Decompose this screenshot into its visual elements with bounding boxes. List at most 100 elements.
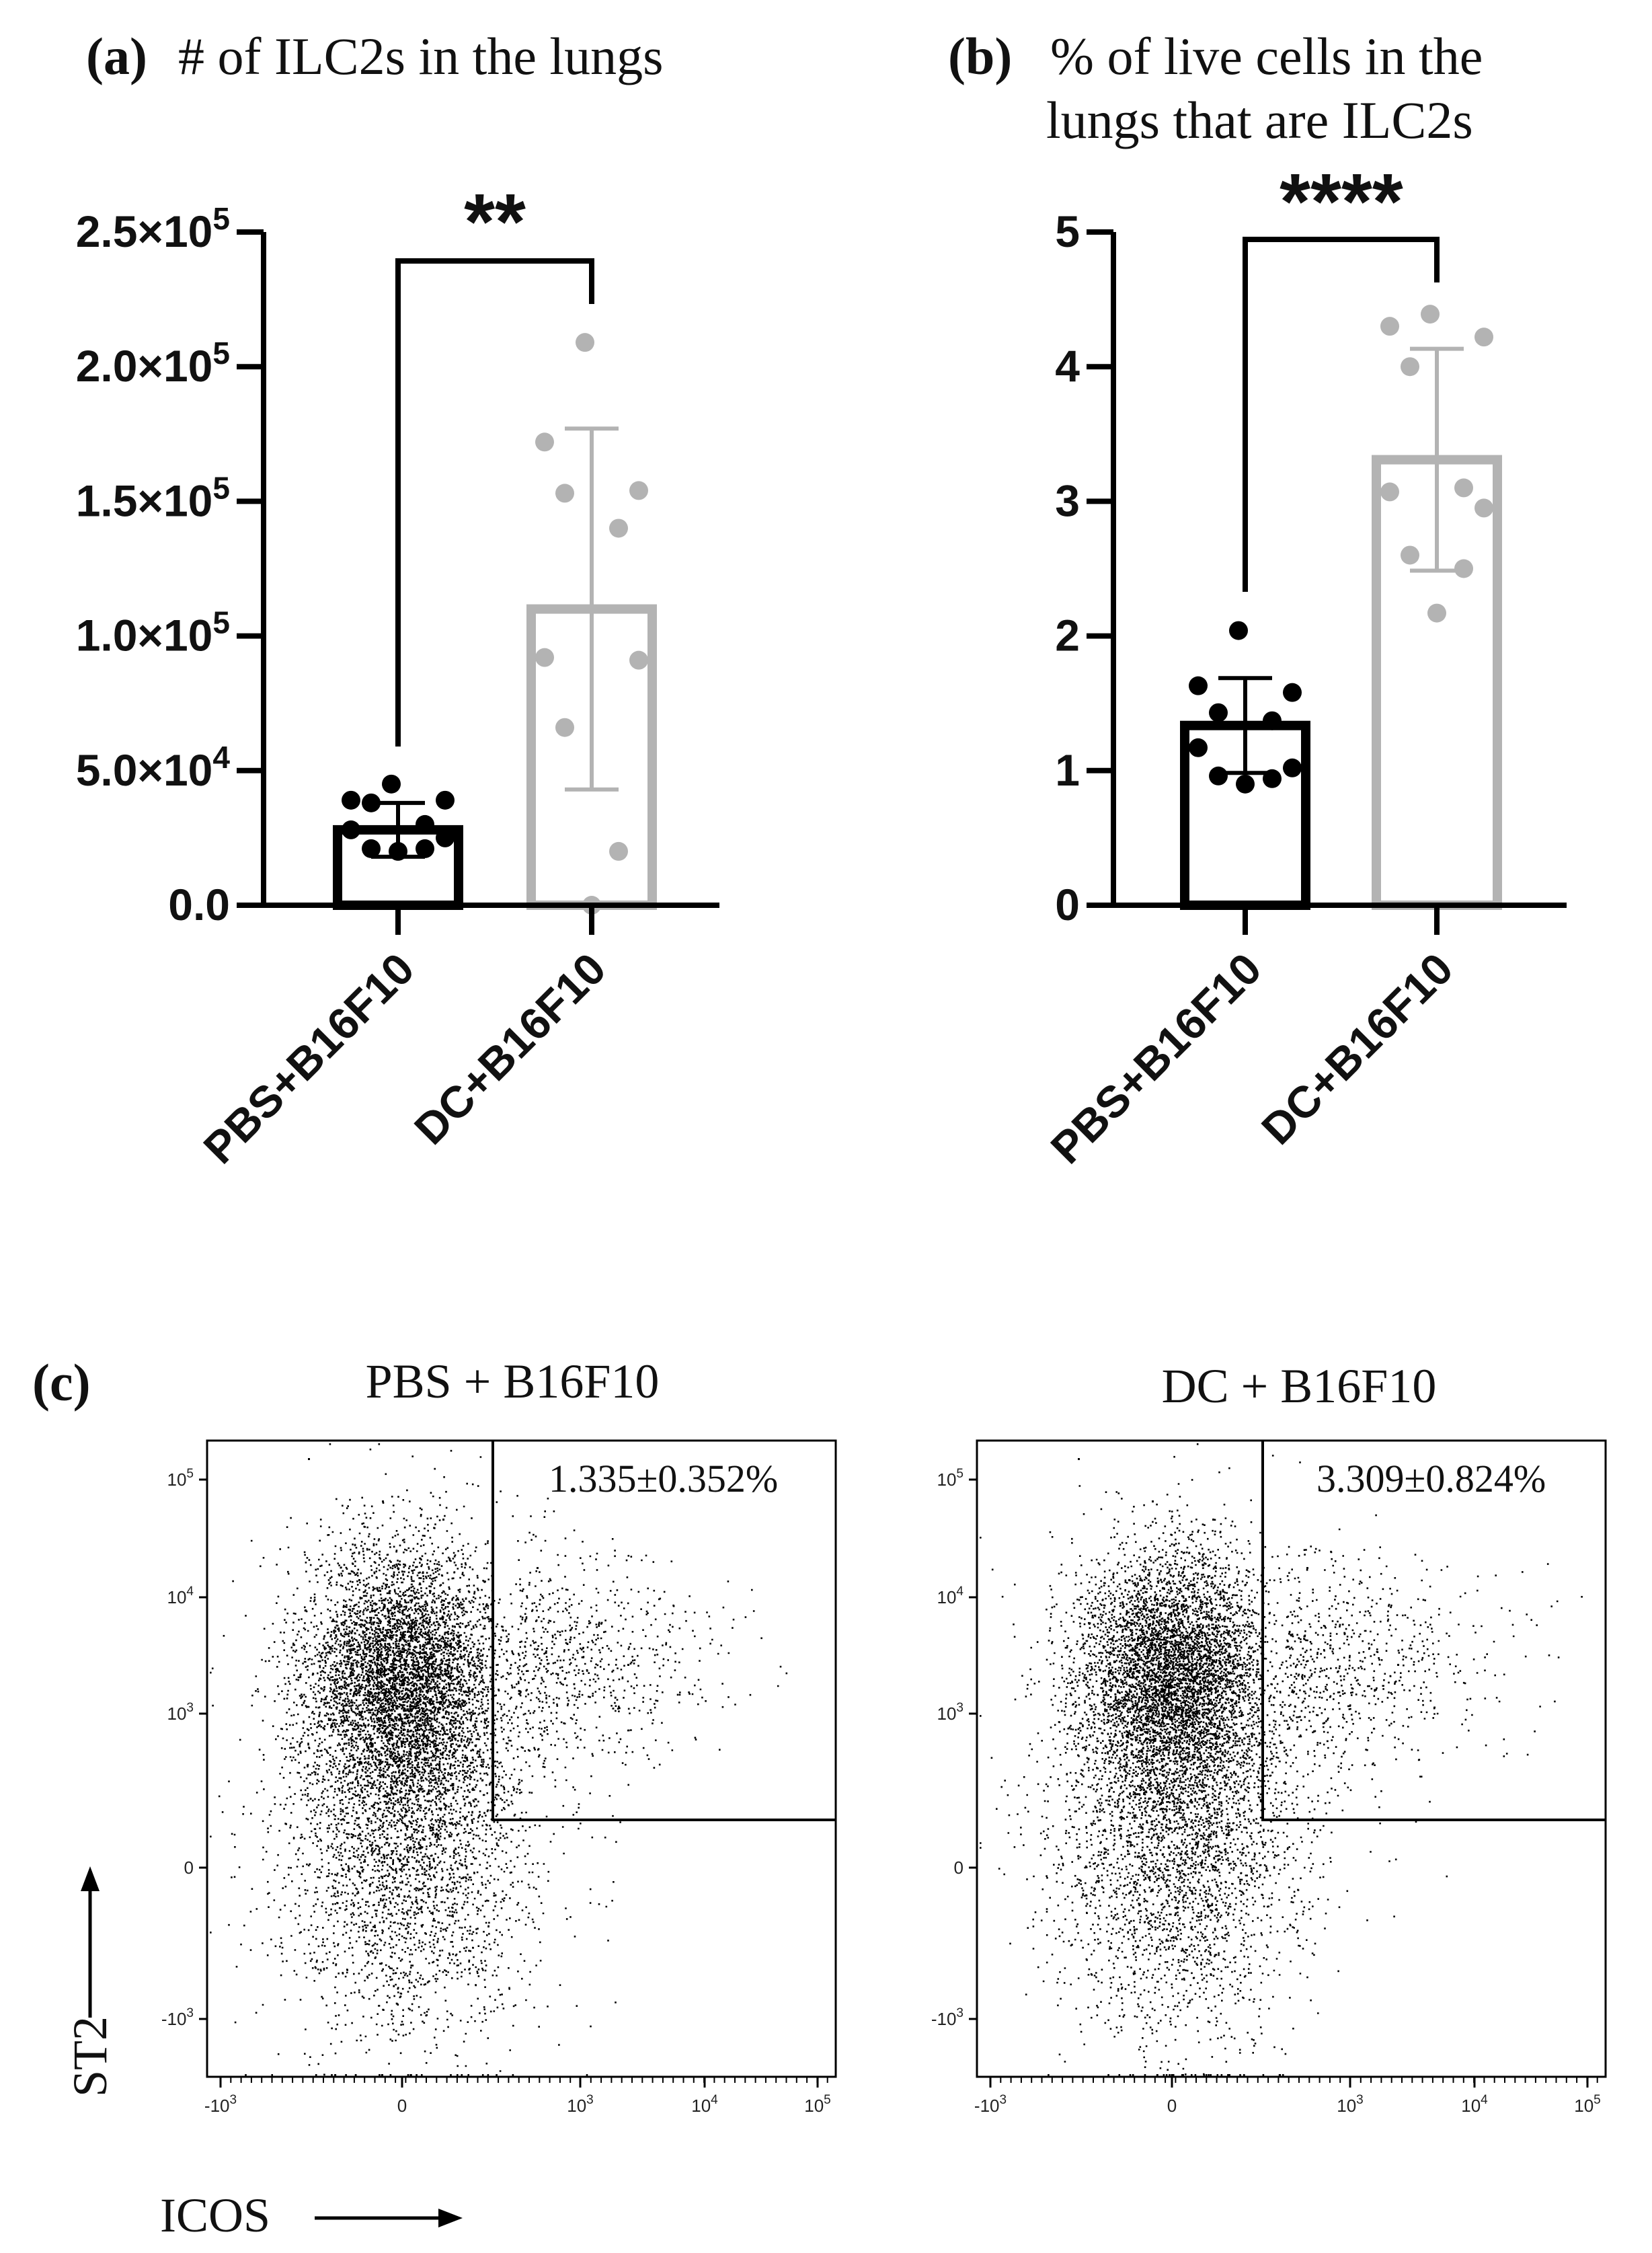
flow-plot-2-x-tick-label-3: 104 [1461,2093,1488,2116]
x-axis-label: ICOS [160,2188,270,2242]
panel-a-point-2-8 [555,718,574,737]
panel-b-title-line-1: % of live cells in the [1050,27,1483,85]
panel-b-point-2-7 [1474,498,1493,518]
flow-plot-1-gate [491,1441,836,1821]
panel-a-title: # of ILC2s in the lungs [178,27,663,85]
flow-plot-1-events [210,1443,788,2076]
panel-b-point-2-1 [1421,305,1440,324]
panel-b-point-1-1 [1229,621,1248,640]
flow-plot-1-sparse-event-3 [442,1519,444,1521]
flow-plot-2-sparse-event-3 [1212,1519,1214,1521]
panel-a-point-1-5 [416,814,434,834]
panel-a-point-1-7 [436,828,455,847]
flow-plot-2-x-tick-label-0: -103 [974,2093,1007,2116]
panel-b-point-1-2 [1189,676,1208,695]
panel-b-category-dc: DC+B16F10 [1252,944,1462,1154]
panel-a-point-1-2 [342,790,360,810]
flow-plot-1-sparse-event-1 [308,1458,310,1460]
flow-plot-2-sparse-event-4 [1306,1567,1308,1569]
flow-plot-1-x-tick-label-3: 104 [691,2093,718,2116]
flow-plot-1-x-tick-label-0: -103 [204,2093,237,2116]
panel-b-category-pbs: PBS+B16F10 [1041,944,1271,1174]
panel-b-y-tick-label-5: 5 [1055,206,1080,256]
y-axis-label: ST2 [63,2016,117,2097]
panel-b-point-2-8 [1401,545,1419,565]
flow-plot-2-y-tick-label-1: 104 [937,1584,964,1607]
flow-plot-1-y-tick-label-3: 0 [184,1858,194,1878]
panel-a-point-1-6 [342,820,360,839]
flow-plot-1-y-tick-label-0: 105 [167,1467,194,1490]
flow-plot-1-sparse-event-4 [537,1567,539,1569]
flow-plot-1-sparse-event-5 [543,1730,545,1732]
panel-b-y-tick-label-4: 4 [1055,341,1080,391]
flow-plot-2-y-tick-label-2: 103 [937,1701,964,1724]
panel-b: (b) % of live cells in the lungs that ar… [948,27,1567,1173]
flow-plot-2-x-tick-label-2: 103 [1337,2093,1364,2116]
panel-a-y-tick-label-3: 1.5×105 [76,470,230,525]
flow-plot-2-x-tick-label-4: 105 [1574,2093,1601,2116]
panel-b-point-1-6 [1189,738,1208,757]
panel-a: (a) # of ILC2s in the lungs 0.0 5.0×104 1.… [76,27,719,1173]
flow-plot-2-y-tick-label-3: 0 [954,1858,963,1878]
panel-c: (c) PBS + B16F10 DC + B16F10 105 104 103 0 -… [32,1353,1607,2242]
panel-a-point-2-2 [535,432,554,452]
flow-plot-1-y-tick-label-1: 104 [167,1584,194,1607]
panel-b-point-2-5 [1454,478,1473,498]
flow-plot-2-sparse-event-2 [1152,1500,1154,1502]
flow-plot-1-x-tick-label-4: 105 [804,2093,831,2116]
panel-a-label: (a) [86,27,147,85]
panel-b-y-tick-label-2: 2 [1055,611,1080,660]
flow-plot-1-y-tick-label-2: 103 [167,1701,194,1724]
panel-a-point-2-9 [609,841,628,861]
panel-a-point-2-7 [629,650,648,670]
x-axis-arrow-head [438,2209,463,2227]
flow-plot-2-gate-label: 3.309±0.824% [1316,1457,1546,1500]
panel-a-point-1-3 [436,790,455,810]
panel-b-significance: **** [1280,157,1403,246]
panel-a-y-tick-label-2: 1.0×105 [76,605,230,660]
flow-plot-2-gate [1261,1441,1606,1821]
panel-b-point-2-4 [1401,357,1419,377]
flow-plot-2-sparse-event-8 [1253,1628,1255,1630]
panel-a-y-tick-label-5: 2.5×105 [76,201,230,256]
flow-plot-1-title: PBS + B16F10 [366,1354,660,1408]
panel-b-point-2-10 [1427,603,1446,623]
flow-plot-1-y-tick-label-4: -103 [161,2006,194,2029]
panel-b-y-tick-label-1: 1 [1055,745,1080,795]
flow-plot-1-sparse-event-2 [382,1500,384,1502]
flow-plot-2-sparse-event-1 [1078,1458,1080,1460]
flow-plot-2-sparse-event-7 [1128,1579,1130,1581]
flow-plot-1-sparse-event-7 [358,1579,360,1581]
panel-a-significance-bracket [395,258,594,747]
panel-a-point-2-3 [629,481,648,500]
flow-plot-2-events [980,1443,1583,2076]
panel-a-category-pbs: PBS+B16F10 [194,944,424,1174]
panel-a-y-tick-label-4: 2.0×105 [76,336,230,391]
panel-a-point-2-1 [576,333,594,352]
flow-plot-1-sparse-event-8 [483,1628,485,1630]
flow-plot-2: 105 104 103 0 -103 -103 0 103 104 105 3.309±0.824… [931,1439,1607,2116]
panel-a-significance: ** [464,178,526,266]
panel-b-title-line-2: lungs that are ILC2s [1046,91,1473,149]
panel-a-y-tick-label-0: 0.0 [168,880,230,929]
panel-b-point-1-3 [1283,683,1302,702]
flow-plot-1-gate-label: 1.335±0.352% [549,1457,778,1500]
panel-b-point-2-9 [1454,559,1473,578]
panel-a-point-2-4 [555,484,574,503]
flow-plot-1-sparse-event-6 [627,1664,629,1666]
flow-plot-2-y-tick-label-4: -103 [931,2006,963,2029]
flow-plot-1-x-tick-label-1: 0 [397,2096,407,2116]
panel-c-label: (c) [32,1353,91,1412]
flow-plot-2-title: DC + B16F10 [1162,1359,1437,1413]
panel-b-point-2-6 [1380,482,1399,502]
flow-plot-2-frame [976,1439,1607,2078]
flow-plot-2-sparse-event-5 [1313,1730,1315,1732]
panel-a-point-1-8 [362,839,381,858]
panel-b-label: (b) [948,27,1012,85]
flow-plot-2-sparse-event-6 [1397,1664,1399,1666]
panel-b-point-1-7 [1283,758,1302,777]
panel-a-point-2-5 [609,519,628,538]
flow-plot-2-x-tick-label-1: 0 [1167,2096,1177,2116]
panel-b-significance-bracket [1243,237,1440,592]
